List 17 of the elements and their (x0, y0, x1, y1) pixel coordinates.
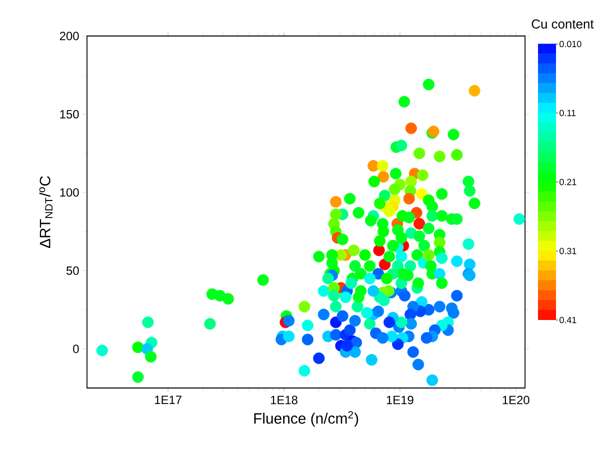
color-bar-label: 0.41 (560, 316, 576, 324)
color-bar-label: 0.31 (560, 248, 576, 254)
x-tick-label: 1E17 (155, 396, 182, 404)
x-axis-title: Fluence (n/cm$^{2}$) (254, 411, 358, 427)
x-tick-label: 1E18 (270, 396, 298, 404)
y-tick-label: 100 (60, 188, 79, 197)
y-tick-label: 0 (73, 344, 79, 354)
color-bar-title: Cu content (532, 19, 594, 29)
y-tick-label: 200 (60, 32, 79, 40)
x-tick-label: 1E20 (502, 396, 530, 404)
color-bar-label: 0.010 (560, 40, 582, 48)
x-tick-label: 1E19 (386, 396, 414, 404)
y-tick-label: 50 (66, 266, 79, 275)
color-bar-label: 0.11 (560, 110, 576, 116)
color-bar-label: 0.21 (560, 178, 576, 186)
y-axis-title: ΔRT$_{NDT}$/$^{o}$C (39, 176, 52, 248)
y-tick-label: 150 (60, 110, 79, 118)
